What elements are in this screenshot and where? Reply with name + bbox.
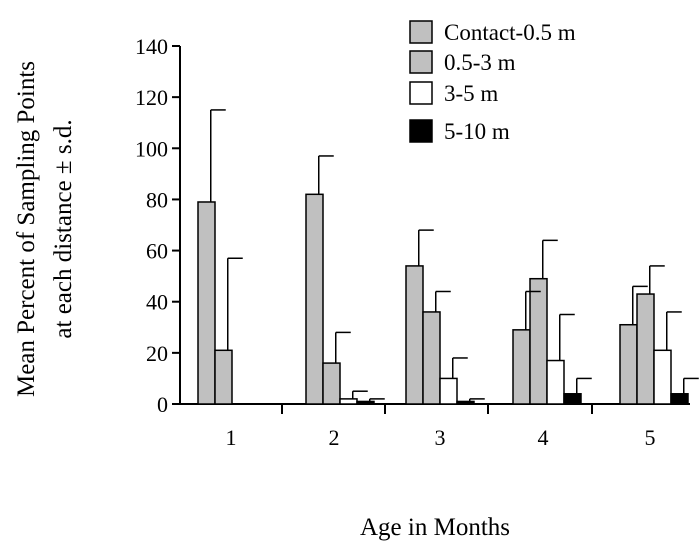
bar-3-month-2	[339, 398, 358, 405]
bar-2-month-2	[322, 362, 341, 405]
legend-label-1: Contact-0.5 m	[444, 20, 576, 45]
legend-swatch-2	[409, 50, 433, 74]
bar-4-month-4	[563, 393, 582, 405]
y-tick-label: 60	[146, 239, 168, 264]
legend-label-2: 0.5-3 m	[444, 50, 516, 75]
bar-4-month-2	[356, 400, 375, 405]
x-tick-label: 3	[435, 425, 446, 450]
bar-2-month-1	[214, 349, 233, 405]
y-tick-label: 80	[146, 187, 168, 212]
y-tick-label: 0	[157, 392, 168, 417]
bars	[197, 193, 689, 405]
y-tick-label: 20	[146, 341, 168, 366]
bar-2-month-3	[422, 311, 441, 405]
error-bars	[210, 109, 699, 402]
legend: Contact-0.5 m 0.5-3 m 3-5 m 5-10 m	[409, 20, 576, 144]
bar-4-month-3	[456, 400, 475, 405]
x-tick-label: 1	[226, 425, 237, 450]
legend-label-4: 5-10 m	[444, 119, 510, 144]
bar-2-month-4	[529, 277, 548, 405]
bar-4-month-5	[670, 393, 689, 405]
y-axis-title: Mean Percent of Sampling Points at each d…	[13, 61, 77, 397]
x-tick-label: 2	[329, 425, 340, 450]
bar-3-month-4	[546, 359, 565, 405]
y-tick-label: 120	[135, 85, 168, 110]
y-tick-label: 140	[135, 34, 168, 59]
y-axis-title-line-1: Mean Percent of Sampling Points	[13, 61, 40, 397]
axes: 0 20 40 60 80 100 120 140 1 2 3 4 5	[135, 34, 690, 450]
y-axis-title-line-2: at each distance ± s.d.	[50, 119, 77, 338]
x-axis-title: Age in Months	[360, 514, 510, 541]
legend-swatch-1	[409, 20, 433, 44]
y-tick-label: 100	[135, 136, 168, 161]
bar-3-month-3	[439, 377, 458, 405]
bar-1-month-4	[512, 329, 531, 405]
bar-3-month-5	[653, 349, 672, 405]
bar-1-month-5	[619, 323, 638, 405]
bar-1-month-1	[197, 201, 216, 405]
x-tick-label: 4	[538, 425, 549, 450]
bar-2-month-5	[636, 293, 655, 405]
bar-1-month-3	[405, 265, 424, 405]
bar-1-month-2	[305, 193, 324, 405]
legend-swatch-3	[409, 81, 433, 105]
legend-swatch-4	[409, 119, 433, 143]
x-tick-label: 5	[645, 425, 656, 450]
legend-label-3: 3-5 m	[444, 81, 498, 106]
y-tick-label: 40	[146, 290, 168, 315]
